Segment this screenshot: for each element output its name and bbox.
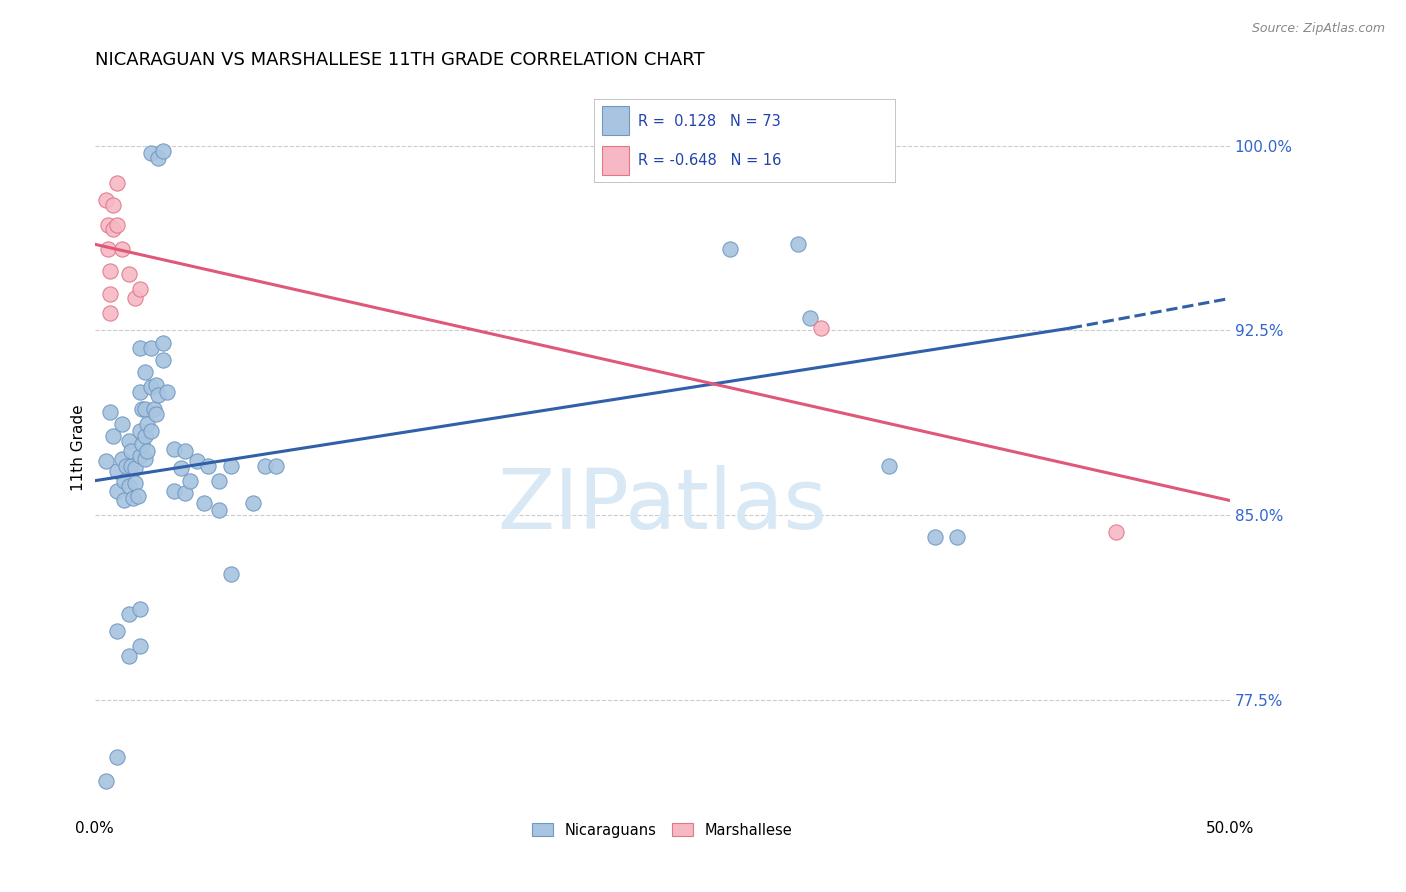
Point bbox=[186, 454, 208, 468]
Point bbox=[127, 489, 149, 503]
Point bbox=[208, 474, 231, 488]
Point bbox=[141, 341, 163, 355]
Point bbox=[135, 444, 157, 458]
Point bbox=[141, 425, 163, 439]
Point bbox=[219, 458, 242, 473]
Point bbox=[145, 407, 167, 421]
Point bbox=[131, 402, 153, 417]
Point bbox=[124, 476, 146, 491]
Point bbox=[170, 461, 193, 475]
Point bbox=[129, 341, 152, 355]
Point bbox=[117, 478, 139, 492]
Point bbox=[146, 151, 169, 165]
Point bbox=[105, 749, 128, 764]
Point bbox=[105, 176, 128, 190]
Point bbox=[100, 306, 122, 320]
Point bbox=[877, 458, 900, 473]
Point bbox=[135, 417, 157, 431]
Point bbox=[264, 458, 287, 473]
Point bbox=[799, 311, 821, 326]
Point bbox=[787, 237, 810, 252]
Point bbox=[718, 242, 741, 256]
Point bbox=[253, 458, 276, 473]
Point bbox=[134, 402, 156, 417]
Point bbox=[101, 429, 124, 443]
Point bbox=[242, 496, 264, 510]
Point bbox=[129, 425, 152, 439]
Point bbox=[156, 385, 179, 400]
Point bbox=[105, 218, 128, 232]
Point bbox=[94, 774, 117, 789]
Point bbox=[1105, 525, 1128, 540]
Point bbox=[129, 602, 152, 616]
Point bbox=[152, 353, 174, 368]
Point bbox=[117, 267, 139, 281]
Point bbox=[134, 451, 156, 466]
Point bbox=[117, 434, 139, 449]
Point bbox=[129, 282, 152, 296]
Point bbox=[100, 264, 122, 278]
Point bbox=[163, 442, 186, 456]
Point bbox=[142, 402, 165, 417]
Point bbox=[174, 486, 197, 500]
Point bbox=[219, 567, 242, 582]
Point bbox=[146, 387, 169, 401]
Point bbox=[145, 377, 167, 392]
Point bbox=[117, 607, 139, 621]
Point bbox=[152, 335, 174, 350]
Point bbox=[117, 648, 139, 663]
Point bbox=[105, 464, 128, 478]
Y-axis label: 11th Grade: 11th Grade bbox=[72, 404, 86, 491]
Point bbox=[111, 242, 134, 256]
Point bbox=[94, 193, 117, 207]
Point bbox=[810, 321, 832, 335]
Point bbox=[122, 491, 145, 505]
Point bbox=[94, 454, 117, 468]
Point bbox=[97, 242, 120, 256]
Point bbox=[101, 198, 124, 212]
Point bbox=[120, 444, 142, 458]
Point bbox=[197, 458, 219, 473]
Point bbox=[112, 493, 135, 508]
Text: ZIPatlas: ZIPatlas bbox=[498, 465, 827, 546]
Point bbox=[111, 451, 134, 466]
Point bbox=[193, 496, 215, 510]
Point bbox=[100, 405, 122, 419]
Point bbox=[141, 380, 163, 394]
Point bbox=[111, 417, 134, 431]
Point bbox=[163, 483, 186, 498]
Text: NICARAGUAN VS MARSHALLESE 11TH GRADE CORRELATION CHART: NICARAGUAN VS MARSHALLESE 11TH GRADE COR… bbox=[94, 51, 704, 69]
Point bbox=[129, 385, 152, 400]
Point bbox=[101, 222, 124, 236]
Point bbox=[208, 503, 231, 517]
Text: Source: ZipAtlas.com: Source: ZipAtlas.com bbox=[1251, 22, 1385, 36]
Point bbox=[134, 365, 156, 379]
Point bbox=[100, 286, 122, 301]
Legend: Nicaraguans, Marshallese: Nicaraguans, Marshallese bbox=[526, 817, 799, 844]
Point bbox=[120, 458, 142, 473]
Point bbox=[105, 624, 128, 638]
Point bbox=[924, 530, 946, 544]
Point bbox=[97, 218, 120, 232]
Point bbox=[179, 474, 201, 488]
Point bbox=[124, 292, 146, 306]
Point bbox=[134, 429, 156, 443]
Point bbox=[124, 461, 146, 475]
Point bbox=[105, 483, 128, 498]
Point bbox=[112, 474, 135, 488]
Point bbox=[115, 458, 138, 473]
Point bbox=[129, 449, 152, 463]
Point bbox=[129, 639, 152, 653]
Point bbox=[946, 530, 969, 544]
Point bbox=[141, 146, 163, 161]
Point bbox=[131, 437, 153, 451]
Point bbox=[152, 144, 174, 158]
Point bbox=[174, 444, 197, 458]
